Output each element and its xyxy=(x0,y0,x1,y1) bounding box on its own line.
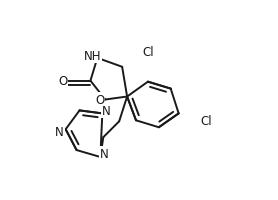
Text: Cl: Cl xyxy=(200,114,212,127)
Text: O: O xyxy=(95,94,104,106)
Text: N: N xyxy=(101,105,110,118)
Text: N: N xyxy=(100,147,109,160)
Text: N: N xyxy=(55,125,64,138)
Text: O: O xyxy=(58,75,67,88)
Text: NH: NH xyxy=(84,50,101,63)
Text: Cl: Cl xyxy=(142,46,154,59)
